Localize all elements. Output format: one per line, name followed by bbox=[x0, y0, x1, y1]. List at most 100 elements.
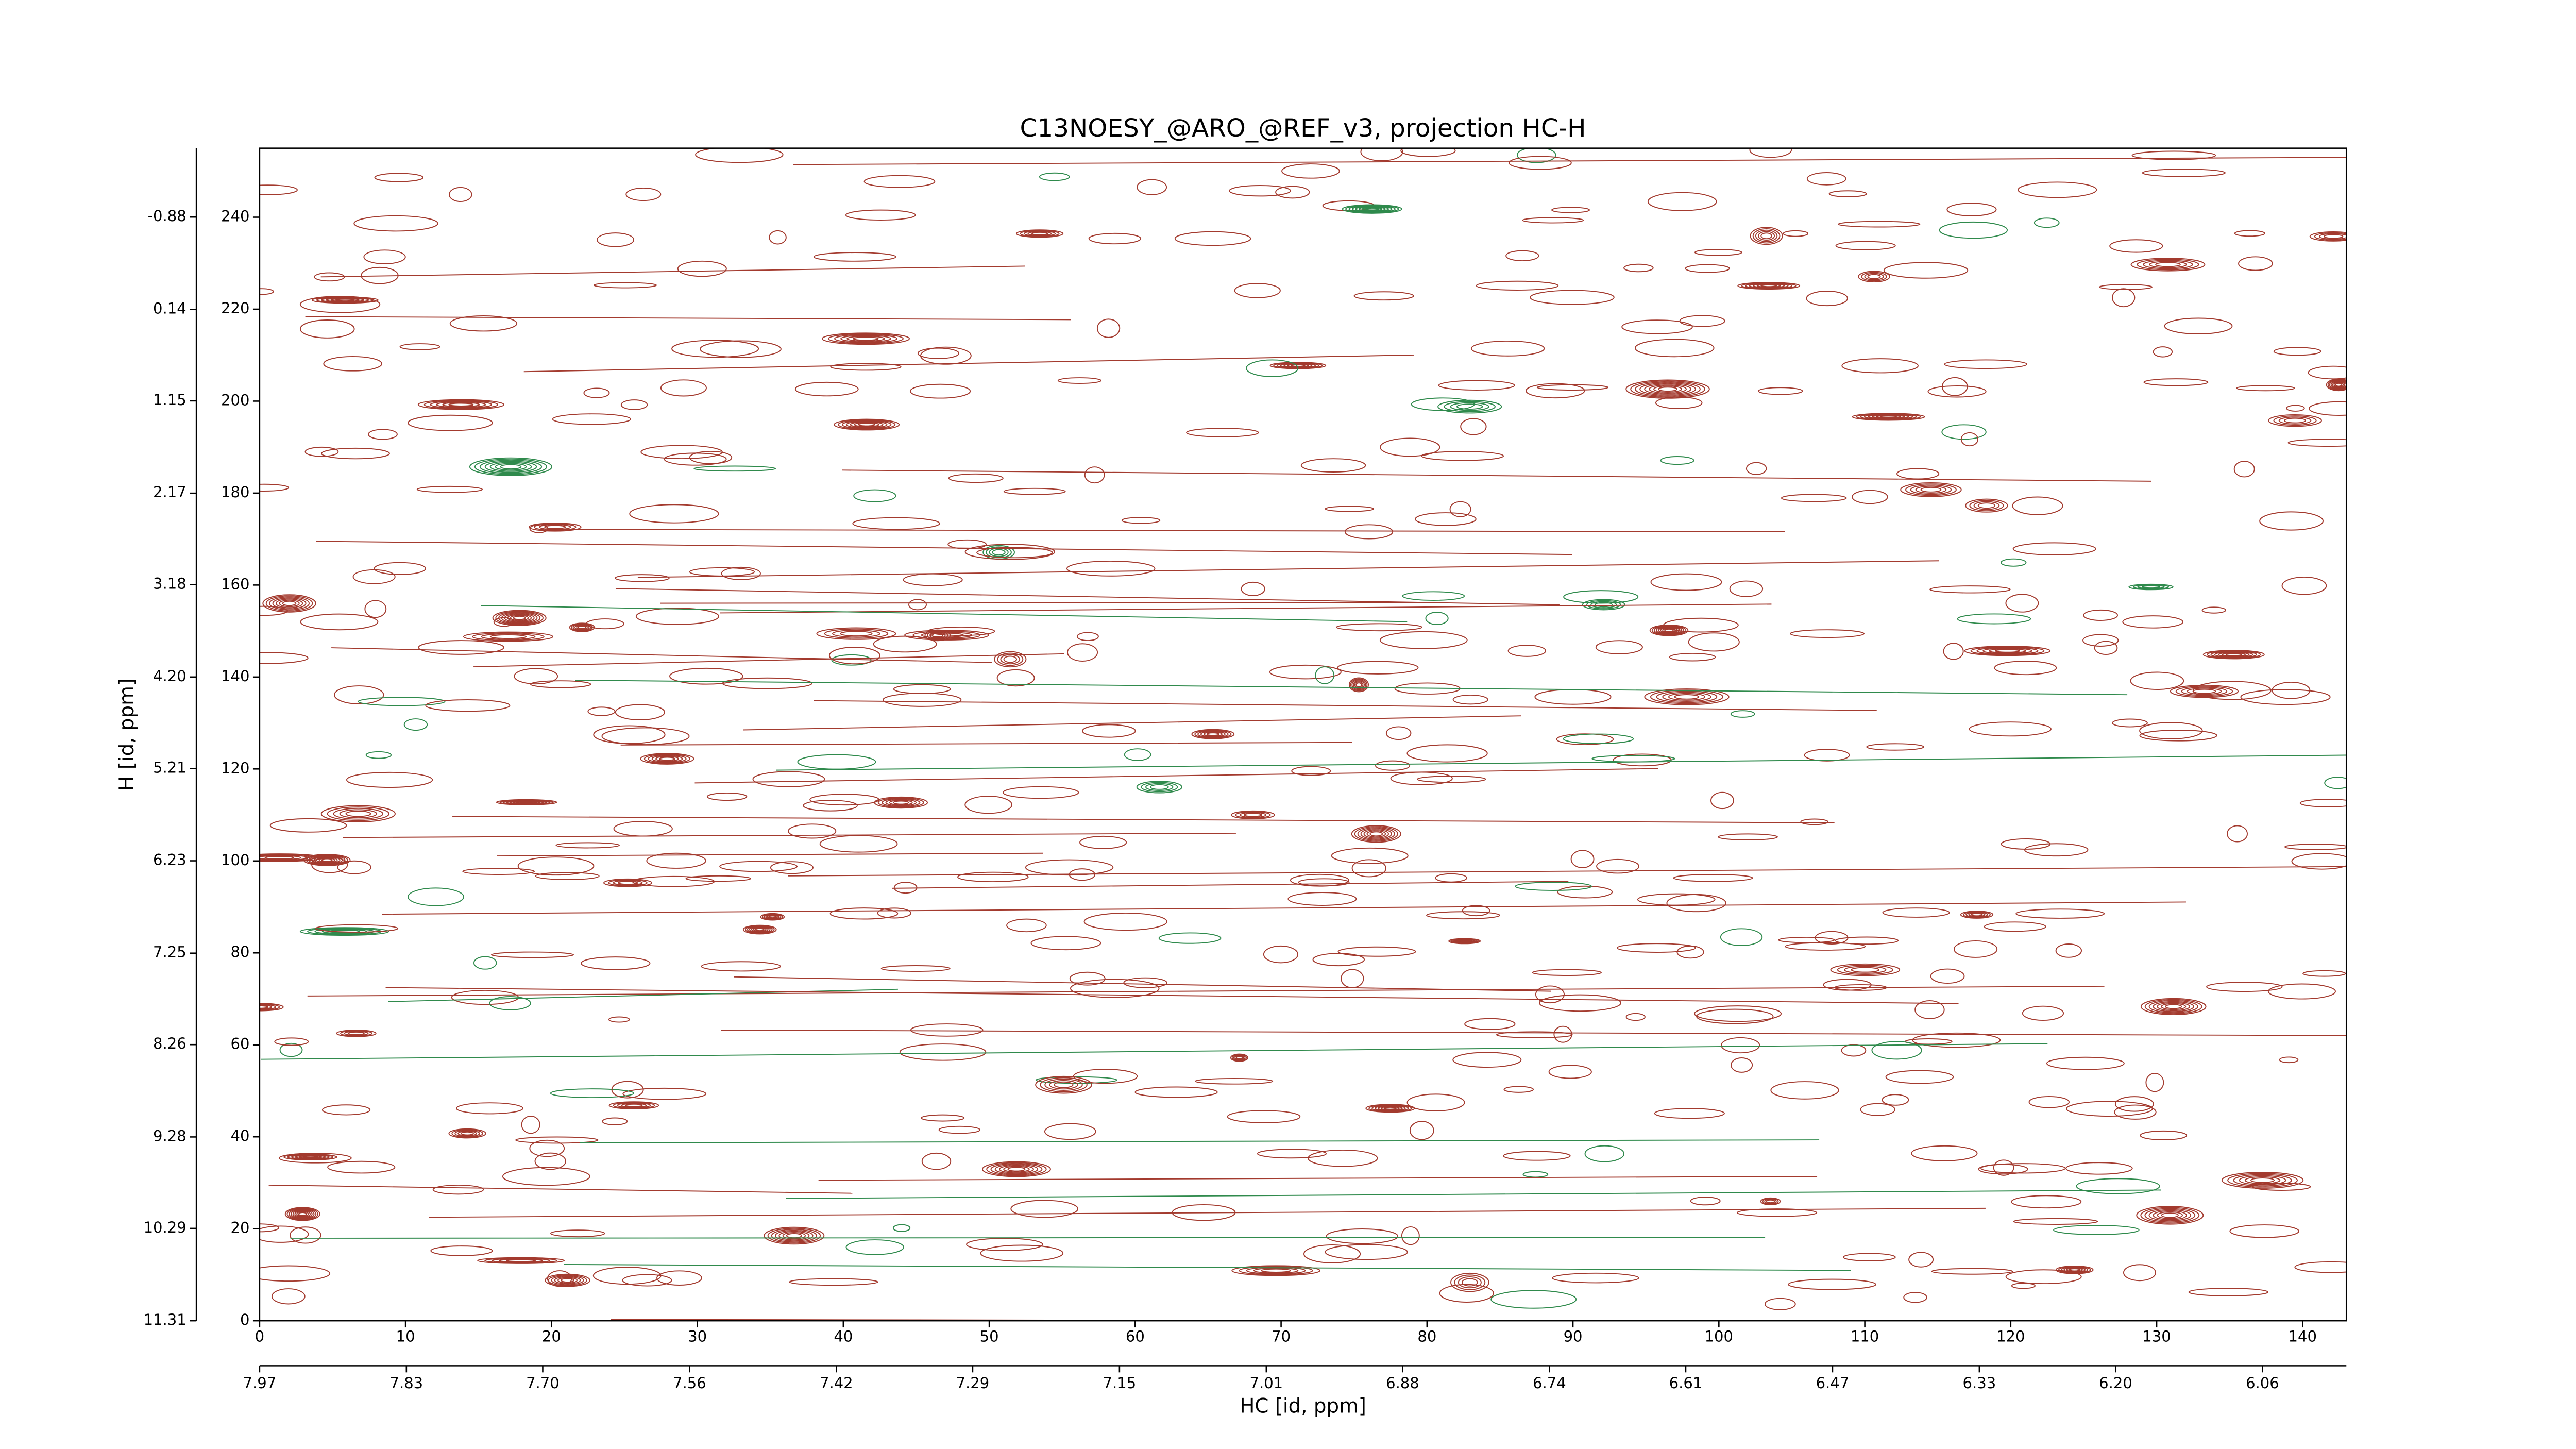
contour bbox=[1194, 730, 1232, 739]
contour bbox=[2294, 1261, 2347, 1273]
contour bbox=[1823, 979, 1872, 991]
contour bbox=[1630, 380, 1705, 398]
contour bbox=[635, 608, 719, 625]
contour bbox=[632, 875, 715, 887]
contour bbox=[877, 797, 924, 808]
y2-tick-label: 4.20 bbox=[153, 667, 187, 685]
contour bbox=[854, 422, 879, 427]
contour bbox=[1517, 148, 1556, 163]
contour bbox=[2286, 405, 2305, 412]
contour bbox=[2226, 653, 2242, 656]
contour bbox=[1006, 918, 1047, 933]
contour bbox=[2187, 687, 2222, 695]
contour bbox=[344, 1031, 369, 1036]
contour bbox=[1040, 1077, 1088, 1092]
contour bbox=[2011, 1283, 2036, 1289]
contour bbox=[834, 334, 897, 344]
contour bbox=[1197, 730, 1229, 738]
contour bbox=[2140, 1130, 2188, 1140]
contour bbox=[1303, 1244, 1361, 1263]
contour bbox=[1644, 383, 1691, 395]
contour bbox=[1635, 381, 1701, 397]
contour bbox=[768, 915, 776, 919]
contour bbox=[1246, 359, 1299, 377]
contour bbox=[1534, 689, 1612, 705]
contour bbox=[755, 928, 765, 932]
x2-tick-label: 7.56 bbox=[673, 1374, 706, 1392]
contour bbox=[1136, 781, 1182, 794]
contour bbox=[1003, 1166, 1030, 1173]
contour bbox=[893, 800, 909, 805]
contour bbox=[554, 1276, 581, 1285]
x-tick-label: 90 bbox=[1564, 1327, 1583, 1345]
contour bbox=[581, 956, 651, 970]
contour-band bbox=[382, 901, 2186, 915]
contour bbox=[517, 856, 595, 876]
contour bbox=[593, 725, 666, 744]
contour bbox=[1649, 384, 1687, 394]
contour bbox=[479, 459, 543, 474]
y-tick-label: 60 bbox=[231, 1035, 250, 1053]
contour bbox=[346, 771, 433, 788]
contour bbox=[1010, 1200, 1079, 1218]
contour bbox=[1231, 1054, 1247, 1062]
contour bbox=[2149, 261, 2187, 268]
x-tick-label: 80 bbox=[1417, 1327, 1436, 1345]
contour bbox=[1760, 284, 1777, 288]
contour-layer bbox=[259, 148, 2347, 1321]
contour bbox=[1450, 1272, 1489, 1292]
contour bbox=[597, 232, 635, 247]
contour bbox=[1230, 1053, 1249, 1062]
contour-band bbox=[611, 1319, 1783, 1321]
contour bbox=[463, 631, 554, 642]
contour bbox=[586, 618, 624, 630]
y2-tick-label: 10.29 bbox=[144, 1219, 187, 1236]
contour bbox=[2109, 239, 2163, 253]
contour bbox=[1828, 190, 1867, 197]
contour-band bbox=[721, 1030, 2347, 1036]
contour bbox=[994, 651, 1027, 668]
y-tick-label: 0 bbox=[240, 1311, 249, 1328]
contour bbox=[2130, 258, 2206, 272]
contour bbox=[2148, 1209, 2192, 1222]
contour bbox=[454, 1130, 480, 1137]
y2-tick-label: 5.21 bbox=[153, 759, 187, 776]
contour bbox=[418, 640, 504, 655]
contour bbox=[303, 854, 351, 866]
x-tick-label: 10 bbox=[396, 1327, 415, 1345]
contour bbox=[1174, 231, 1251, 246]
contour bbox=[1647, 192, 1717, 211]
contour bbox=[2267, 983, 2336, 1000]
contour-band bbox=[473, 653, 1064, 668]
contour bbox=[515, 1136, 599, 1144]
contour bbox=[474, 458, 548, 475]
contour bbox=[1883, 262, 1969, 279]
contour bbox=[510, 615, 529, 621]
contour bbox=[2326, 378, 2347, 392]
contour bbox=[2058, 1266, 2091, 1274]
contour bbox=[304, 446, 339, 457]
contour bbox=[2221, 1172, 2304, 1189]
contour bbox=[2139, 722, 2203, 739]
contour bbox=[1841, 1044, 1867, 1057]
contour bbox=[500, 464, 522, 470]
contour bbox=[620, 399, 648, 410]
contour bbox=[2236, 385, 2295, 392]
contour bbox=[1758, 387, 1803, 395]
contour bbox=[882, 798, 921, 807]
contour bbox=[282, 600, 297, 606]
contour bbox=[2033, 217, 2060, 228]
contour bbox=[1591, 755, 1675, 763]
contour bbox=[2140, 998, 2207, 1016]
y-tick-label: 240 bbox=[221, 208, 249, 225]
contour bbox=[1634, 339, 1715, 358]
contour bbox=[1963, 911, 1991, 918]
contour bbox=[272, 597, 307, 610]
contour bbox=[2302, 970, 2346, 977]
contour bbox=[1864, 273, 1884, 280]
contour bbox=[1993, 1159, 2014, 1176]
contour bbox=[2218, 652, 2250, 658]
contour bbox=[271, 1288, 306, 1305]
contour bbox=[1123, 977, 1167, 988]
